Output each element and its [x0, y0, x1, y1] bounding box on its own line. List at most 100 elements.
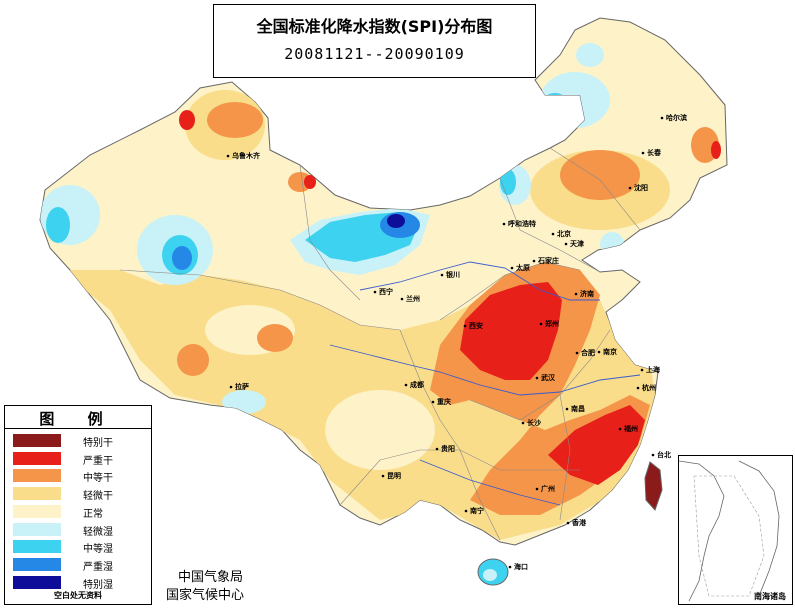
- legend-label: 特别干: [83, 438, 113, 449]
- legend-swatch: [13, 469, 61, 483]
- legend-item: 特别干: [13, 434, 147, 449]
- severe-dry-zone: [304, 175, 316, 189]
- legend-note: 空白处无资料: [54, 591, 102, 600]
- city-label: 重庆: [437, 397, 451, 406]
- moderate-dry-zone: [257, 324, 293, 352]
- city-marker: [226, 154, 230, 158]
- moderate-wet-zone: [46, 207, 70, 243]
- city-marker: [535, 487, 539, 491]
- city-marker: [229, 385, 233, 389]
- inset-map: [679, 460, 780, 602]
- legend-item: 严重湿: [13, 557, 147, 573]
- city-marker: [640, 368, 644, 372]
- taiwan-island: [644, 461, 663, 511]
- city-marker: [373, 290, 377, 294]
- legend-item: 轻微湿: [13, 522, 147, 538]
- city-marker: [404, 383, 408, 387]
- city-marker: [521, 421, 525, 425]
- spi-zones: [40, 43, 721, 540]
- legend-swatch: [13, 451, 61, 465]
- severe-dry-zone: [548, 405, 645, 485]
- south-china-sea-inset: 南海诸岛: [678, 455, 793, 605]
- city-marker: [651, 453, 655, 457]
- city-marker: [660, 116, 664, 120]
- title-box: 全国标准化降水指数(SPI)分布图 20081121--20090109: [213, 4, 536, 78]
- city-label: 兰州: [406, 294, 420, 303]
- city-label: 济南: [580, 289, 594, 298]
- map-title: 全国标准化降水指数(SPI)分布图: [256, 17, 493, 36]
- legend-label: 中等干: [83, 473, 113, 485]
- severe-dry-zone: [711, 141, 721, 159]
- hainan-island: [483, 569, 497, 581]
- moderate-dry-zone: [177, 344, 209, 376]
- city-marker: [508, 565, 512, 569]
- city-label: 拉萨: [235, 382, 249, 391]
- moderate-dry-zone: [560, 150, 640, 200]
- city-label: 呼和浩特: [508, 219, 536, 228]
- city-marker: [564, 242, 568, 246]
- city-marker: [575, 351, 579, 355]
- city-label: 南宁: [470, 506, 484, 515]
- city-label: 西安: [469, 321, 483, 330]
- city-marker: [539, 322, 543, 326]
- city-label: 乌鲁木齐: [232, 151, 261, 160]
- legend-swatch: [13, 575, 61, 589]
- inset-label: 南海诸岛: [754, 592, 786, 601]
- city-label: 天津: [570, 239, 584, 248]
- legend-item: 正常: [13, 504, 147, 520]
- legend: 图 例 特别干 严重干 中等干 轻微干 正常 轻微湿 中等湿 严重湿 特别湿 空白处无资料: [4, 405, 152, 605]
- normal-zone: [325, 390, 435, 470]
- legend-label: 特别湿: [83, 579, 113, 591]
- city-marker: [574, 292, 578, 296]
- city-marker: [532, 259, 536, 263]
- city-label: 北京: [557, 229, 571, 238]
- legend-label: 严重湿: [83, 561, 113, 573]
- city-marker: [597, 350, 601, 354]
- city-label: 广州: [541, 484, 555, 493]
- slight-wet-zone: [576, 43, 604, 67]
- legend-label: 中等湿: [83, 544, 113, 556]
- city-label: 香港: [571, 518, 587, 527]
- city-marker: [440, 273, 444, 277]
- city-label: 台北: [657, 450, 671, 459]
- severe-wet-zone: [172, 246, 192, 270]
- city-marker: [565, 407, 569, 411]
- rivers: [329, 261, 641, 506]
- legend-swatch: [13, 540, 61, 554]
- city-marker: [381, 474, 385, 478]
- city-label: 石家庄: [537, 256, 559, 265]
- city-marker: [566, 521, 570, 525]
- slight-wet-zone: [600, 232, 624, 256]
- city-marker: [464, 509, 468, 513]
- city-label: 福州: [623, 424, 638, 433]
- city-label: 成都: [410, 380, 424, 389]
- city-label: 哈尔滨: [666, 113, 687, 122]
- city-marker: [431, 400, 435, 404]
- legend-divider: [5, 428, 151, 429]
- city-label: 南京: [603, 347, 617, 356]
- city-label: 长沙: [527, 418, 541, 427]
- date-range: 20081121--20090109: [284, 45, 465, 63]
- city-marker: [435, 447, 439, 451]
- city-label: 太原: [516, 263, 530, 272]
- legend-swatch: [13, 434, 61, 447]
- city-label: 贵阳: [441, 444, 455, 453]
- city-label: 长春: [647, 148, 662, 157]
- city-marker: [551, 232, 555, 236]
- city-label: 武汉: [541, 373, 556, 382]
- city-marker: [636, 386, 640, 390]
- legend-label: 正常: [83, 508, 103, 520]
- city-label: 银川: [446, 270, 460, 279]
- legend-label: 轻微湿: [83, 526, 113, 538]
- legend-label: 严重干: [83, 455, 113, 467]
- city-marker: [628, 186, 632, 190]
- city-label: 合肥: [580, 348, 595, 357]
- city-marker: [400, 297, 404, 301]
- city-label: 昆明: [387, 471, 401, 480]
- agency-cma: 中国气象局: [178, 570, 244, 585]
- legend-swatch: [13, 522, 61, 536]
- moderate-wet-zone: [500, 169, 516, 195]
- agency-ncc: 国家气候中心: [166, 588, 245, 603]
